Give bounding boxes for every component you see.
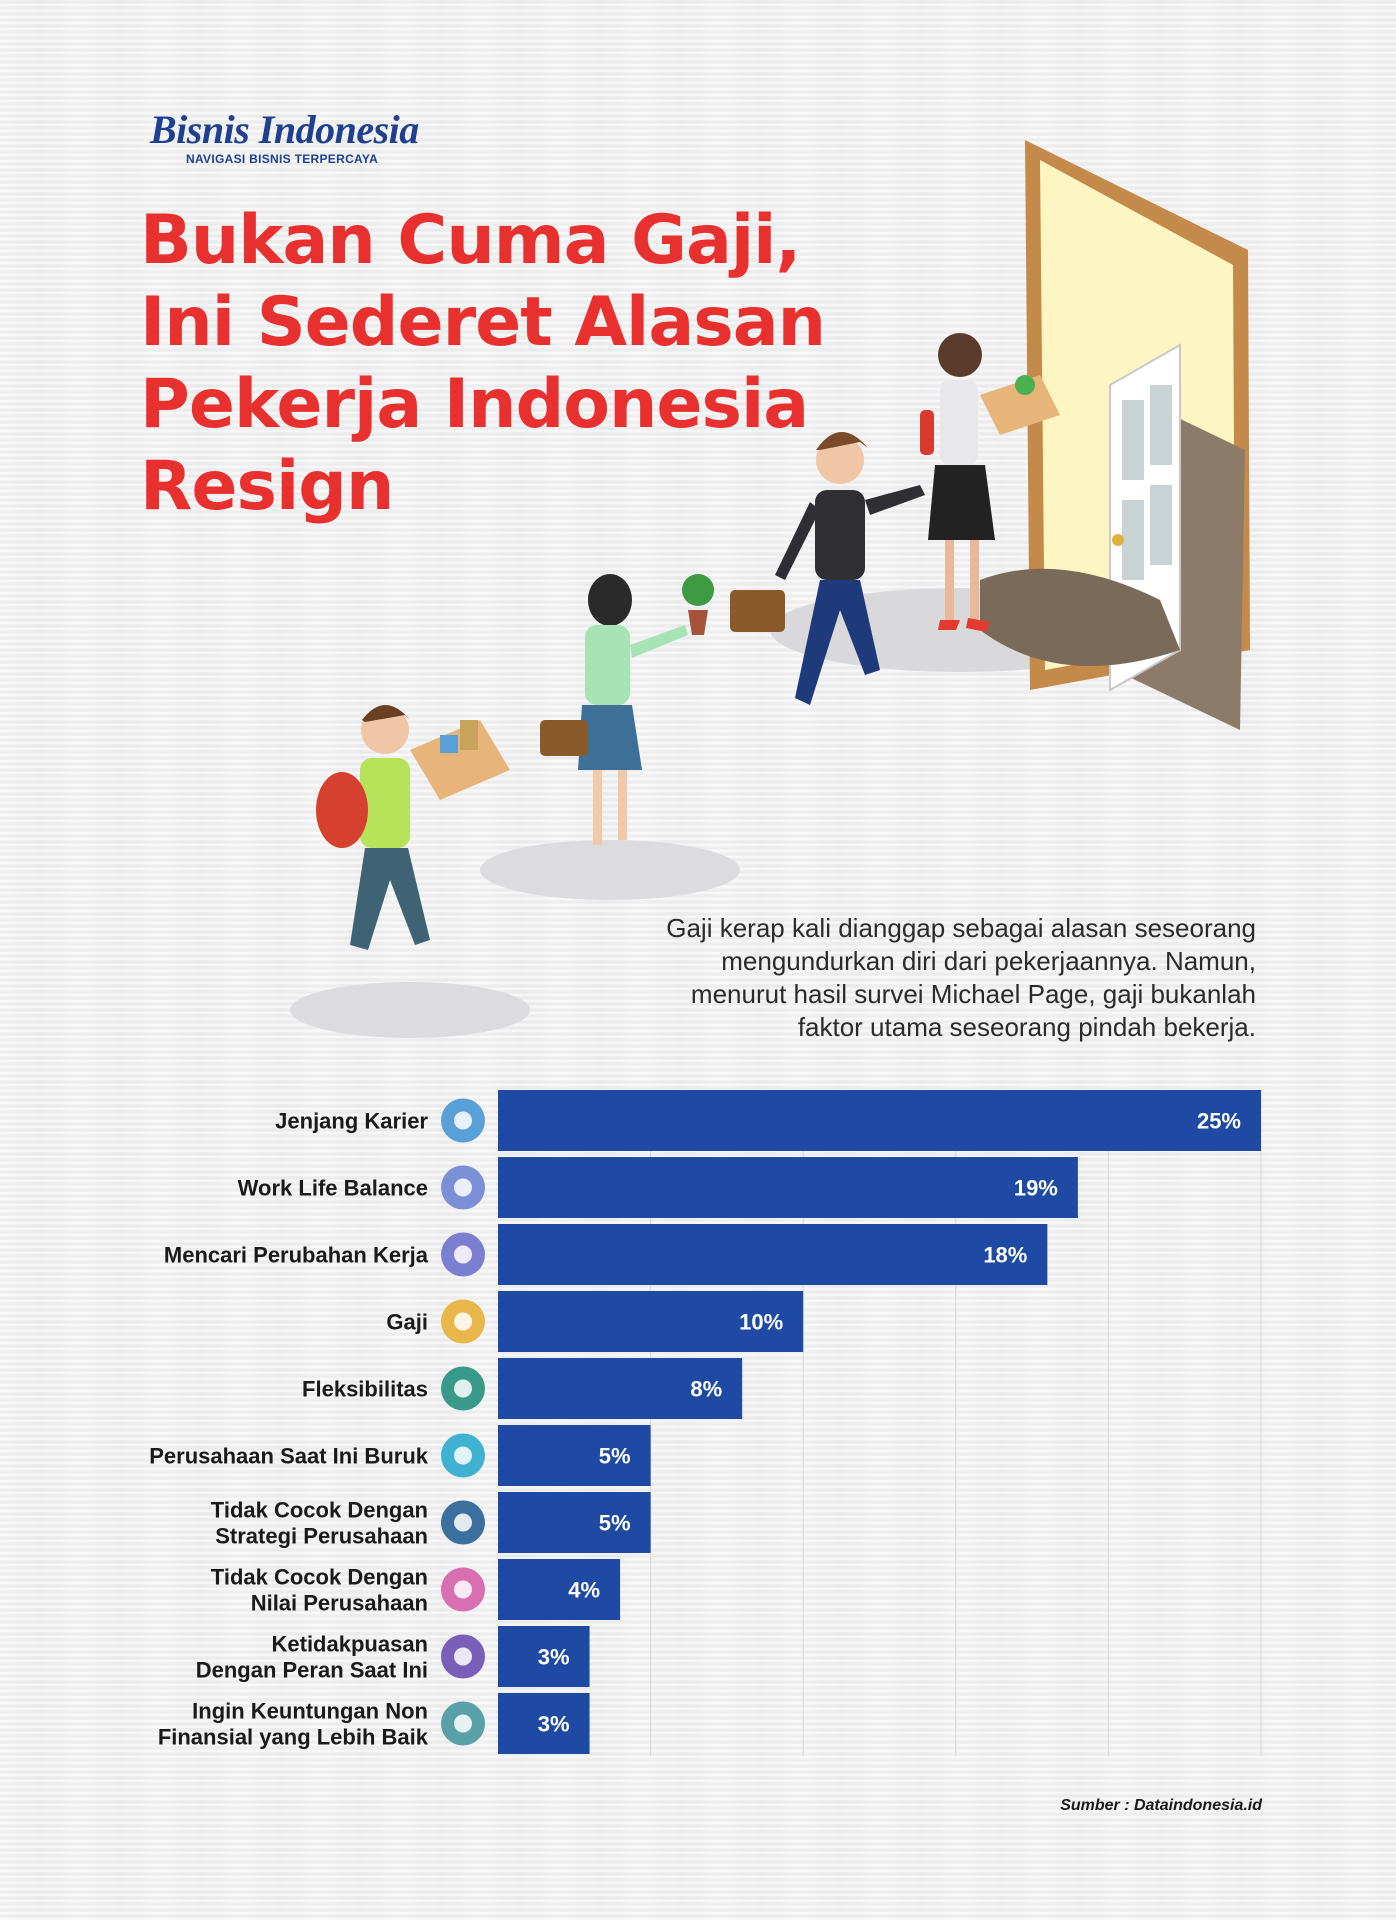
- bar-value-label: 25%: [1197, 1109, 1241, 1134]
- category-label: Mencari Perubahan Kerja: [164, 1243, 429, 1268]
- man-with-briefcase-figure: [730, 431, 925, 705]
- bar: [498, 1425, 651, 1486]
- bar-value-label: 8%: [690, 1377, 722, 1402]
- brand-name: Bisnis Indonesia: [150, 107, 419, 152]
- page-title: Bukan Cuma Gaji, Ini Sederet Alasan Peke…: [140, 200, 826, 528]
- bar: [498, 1157, 1078, 1218]
- bar-value-label: 5%: [599, 1444, 631, 1469]
- role-dissatisfaction-icon-detail: [454, 1647, 472, 1666]
- bar-value-label: 5%: [599, 1511, 631, 1536]
- title-line: Resign: [140, 447, 394, 526]
- people-leaving-illustration: [290, 140, 1250, 1038]
- category-label: Tidak Cocok Dengan: [211, 1565, 428, 1590]
- woman-with-box-figure: [920, 333, 1060, 632]
- category-label: Ingin Keuntungan Non: [192, 1699, 428, 1724]
- door-icon: [980, 140, 1250, 730]
- title-line: Bukan Cuma Gaji,: [140, 201, 801, 280]
- category-label: Jenjang Karier: [275, 1109, 428, 1134]
- title-line: Pekerja Indonesia: [140, 365, 809, 444]
- category-label: Tidak Cocok Dengan: [211, 1498, 428, 1523]
- category-label: Dengan Peran Saat Ini: [196, 1658, 428, 1683]
- category-label: Work Life Balance: [238, 1176, 428, 1201]
- floor-shadow: [290, 982, 530, 1038]
- category-label: Finansial yang Lebih Baik: [158, 1725, 429, 1750]
- intro-line: menurut hasil survei Michael Page, gaji …: [690, 979, 1256, 1009]
- strategy-team-icon-detail: [454, 1513, 472, 1532]
- bar: [498, 1559, 621, 1620]
- man-with-backpack-figure: [316, 705, 510, 950]
- source-note: Sumber : Dataindonesia.id: [1060, 1797, 1262, 1814]
- bar: [498, 1090, 1261, 1151]
- category-label: Nilai Perusahaan: [251, 1591, 428, 1616]
- bar-value-label: 4%: [568, 1578, 600, 1603]
- bar: [498, 1224, 1048, 1285]
- bar: [498, 1291, 804, 1352]
- category-label: Strategi Perusahaan: [215, 1524, 428, 1549]
- category-label: Ketidakpuasan: [272, 1632, 429, 1657]
- intro-paragraph: Gaji kerap kali dianggap sebagai alasan …: [576, 912, 1256, 1044]
- bar: [498, 1358, 743, 1419]
- intro-line: mengundurkan diri dari pekerjaannya. Nam…: [721, 946, 1256, 976]
- title-line: Ini Sederet Alasan: [140, 283, 826, 362]
- bar-value-label: 19%: [1014, 1176, 1058, 1201]
- intro-line: faktor utama seseorang pindah bekerja.: [797, 1012, 1256, 1042]
- bar-value-label: 18%: [983, 1243, 1027, 1268]
- brand-tagline: NAVIGASI BISNIS TERPERCAYA: [186, 152, 379, 166]
- career-ladder-icon-detail: [454, 1111, 472, 1130]
- company-building-icon-detail: [454, 1446, 472, 1465]
- bar: [498, 1492, 651, 1553]
- intro-line: Gaji kerap kali dianggap sebagai alasan …: [666, 913, 1256, 943]
- category-label: Gaji: [386, 1310, 428, 1335]
- bar-value-label: 3%: [538, 1645, 570, 1670]
- bar-value-label: 3%: [538, 1712, 570, 1737]
- company-values-icon-detail: [454, 1580, 472, 1599]
- woman-with-plant-figure: [540, 574, 714, 845]
- floor-shadow: [480, 840, 740, 900]
- category-label: Fleksibilitas: [302, 1377, 428, 1402]
- work-change-icon-detail: [454, 1245, 472, 1264]
- bar: [498, 1626, 590, 1687]
- bar: [498, 1693, 590, 1754]
- category-label: Perusahaan Saat Ini Buruk: [149, 1444, 429, 1469]
- brand-logo: Bisnis Indonesia NAVIGASI BISNIS TERPERC…: [150, 107, 419, 167]
- non-financial-benefit-icon-detail: [454, 1714, 472, 1733]
- flexibility-icon-detail: [454, 1379, 472, 1398]
- bar-value-label: 10%: [739, 1310, 783, 1335]
- balance-scale-icon-detail: [454, 1178, 472, 1197]
- money-icon-detail: [454, 1312, 472, 1331]
